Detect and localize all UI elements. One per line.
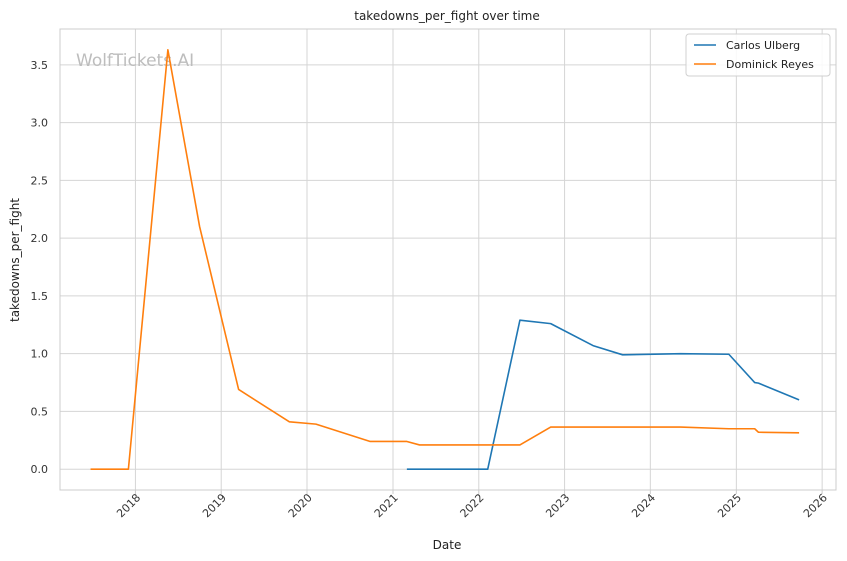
y-tick-label: 1.0	[31, 348, 49, 361]
plot-frame	[59, 28, 837, 491]
y-tick-label: 2.0	[31, 232, 49, 245]
y-tick-label: 2.5	[31, 174, 49, 187]
chart-title: takedowns_per_fight over time	[354, 9, 540, 23]
series-line-carlos-ulberg	[406, 319, 800, 471]
watermark-text: WolfTickets.AI	[76, 51, 194, 71]
legend-label: Dominick Reyes	[726, 58, 814, 71]
series-line-dominick-reyes	[90, 48, 800, 471]
y-tick-label: 1.5	[31, 290, 49, 303]
y-tick-label: 0.5	[31, 405, 49, 418]
x-axis-label: Date	[433, 538, 462, 552]
y-tick-label: 3.5	[31, 59, 49, 72]
legend-label: Carlos Ulberg	[726, 39, 800, 52]
y-axis-label: takedowns_per_fight	[8, 198, 22, 322]
y-tick-label: 3.0	[31, 117, 49, 130]
legend-box	[685, 33, 831, 77]
y-tick-label: 0.0	[31, 463, 49, 476]
